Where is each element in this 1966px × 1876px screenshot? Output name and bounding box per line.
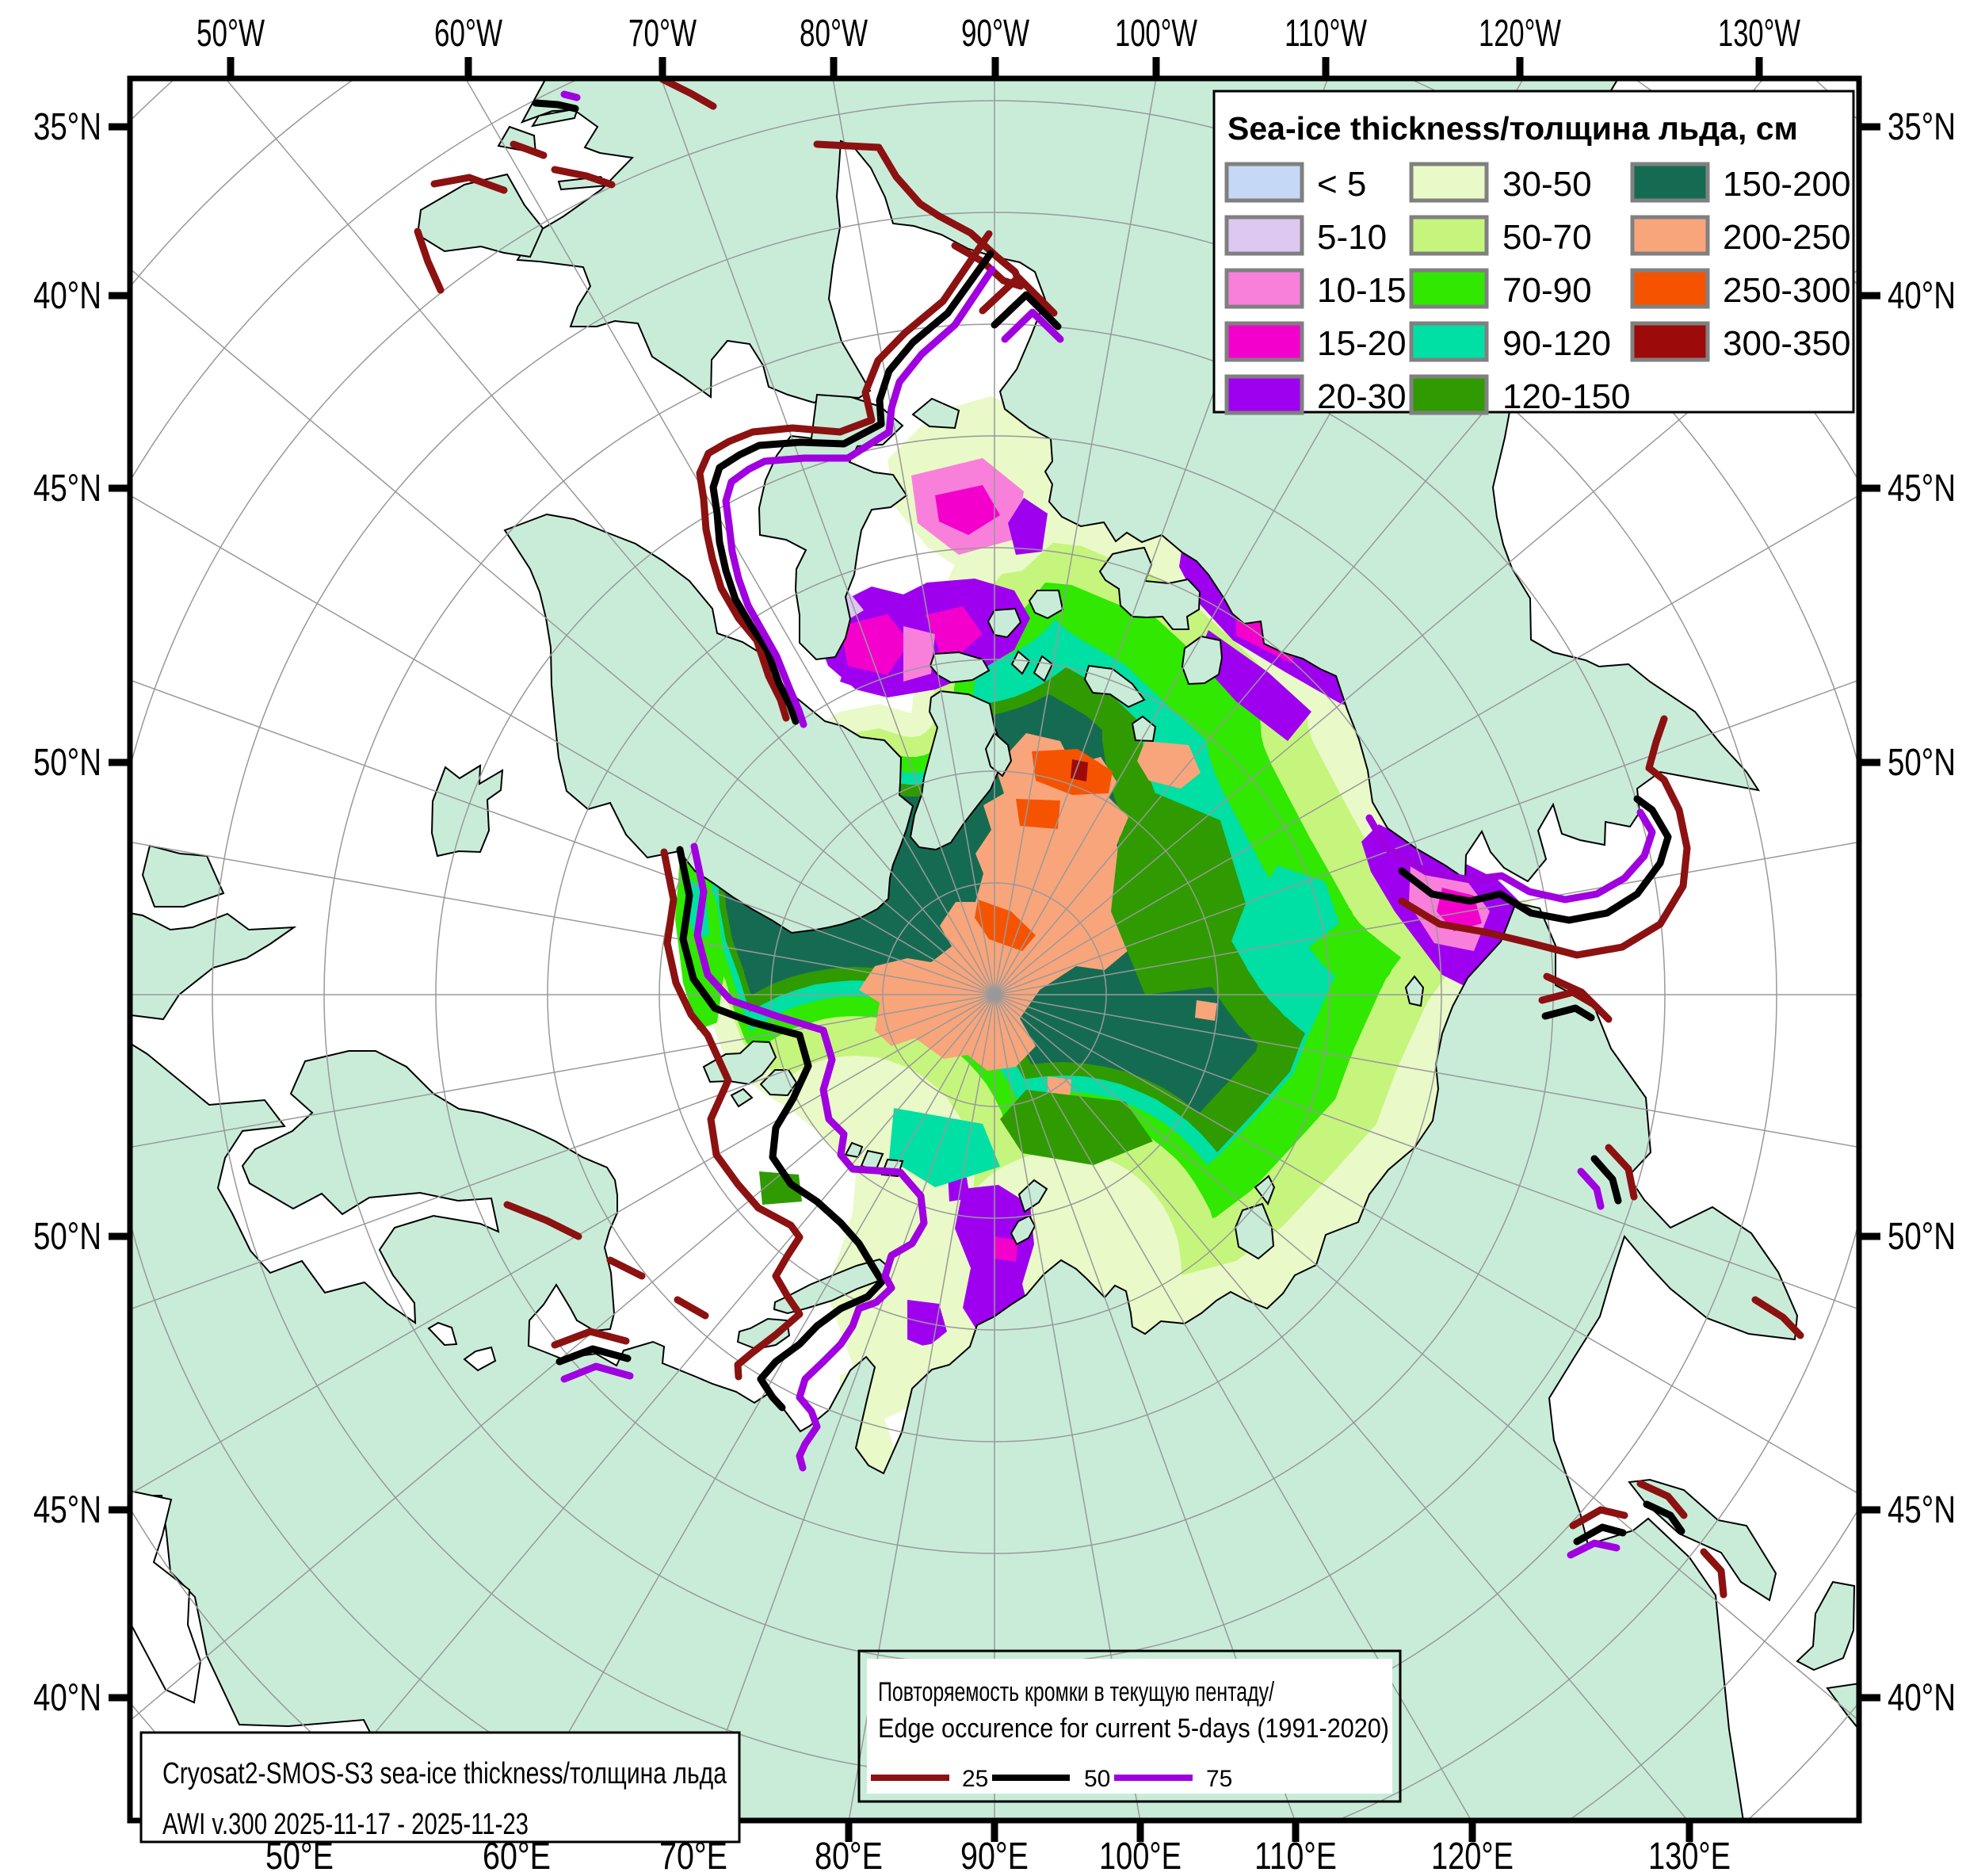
svg-text:110°W: 110°W [1285,13,1368,55]
svg-text:40°N: 40°N [33,1677,101,1719]
svg-text:120°E: 120°E [1431,1836,1514,1872]
svg-text:75: 75 [1206,1766,1232,1792]
svg-text:45°N: 45°N [1888,468,1956,510]
svg-text:10-15: 10-15 [1317,271,1407,310]
svg-text:25: 25 [962,1766,988,1792]
svg-text:50: 50 [1084,1766,1110,1792]
svg-text:250-300: 250-300 [1723,271,1850,310]
svg-text:50-70: 50-70 [1502,218,1592,257]
svg-text:60°W: 60°W [434,13,503,55]
svg-text:5-10: 5-10 [1317,218,1387,257]
svg-text:50°N: 50°N [33,742,101,784]
svg-text:70°W: 70°W [628,13,697,55]
svg-text:40°N: 40°N [1888,1677,1956,1719]
svg-text:Sea-ice thickness/толщина льда: Sea-ice thickness/толщина льда, см [1227,110,1798,147]
svg-text:45°N: 45°N [1888,1489,1956,1531]
svg-text:100°W: 100°W [1115,13,1197,55]
svg-text:90°E: 90°E [960,1836,1029,1872]
svg-text:Повторяемость кромки в текущую: Повторяемость кромки в текущую пентаду/ [878,1677,1274,1707]
svg-text:40°N: 40°N [1888,275,1956,317]
svg-text:35°N: 35°N [33,106,101,148]
svg-text:15-20: 15-20 [1317,324,1407,363]
svg-text:80°E: 80°E [815,1836,883,1872]
svg-text:100°E: 100°E [1099,1836,1182,1872]
svg-text:50°N: 50°N [1888,742,1956,784]
svg-text:45°N: 45°N [33,468,101,510]
svg-text:200-250: 200-250 [1723,218,1850,257]
svg-text:90°W: 90°W [961,13,1030,55]
svg-text:40°N: 40°N [33,275,101,317]
svg-text:110°E: 110°E [1254,1836,1337,1872]
svg-text:150-200: 150-200 [1723,165,1850,204]
svg-text:45°N: 45°N [33,1489,101,1531]
svg-text:50°W: 50°W [197,13,265,55]
svg-text:< 5: < 5 [1317,165,1366,204]
svg-text:130°E: 130°E [1648,1836,1731,1872]
svg-text:AWI v.300 2025-11-17 - 2025-11: AWI v.300 2025-11-17 - 2025-11-23 [162,1808,529,1841]
svg-text:20-30: 20-30 [1317,377,1407,416]
svg-text:Cryosat2-SMOS-S3 sea-ice thick: Cryosat2-SMOS-S3 sea-ice thickness/толщи… [162,1757,727,1790]
svg-text:Edge occurence for current 5-d: Edge occurence for current 5-days (1991-… [878,1714,1389,1744]
svg-text:130°W: 130°W [1718,13,1800,55]
svg-text:50°N: 50°N [33,1216,101,1258]
svg-text:30-50: 30-50 [1502,165,1592,204]
svg-text:120-150: 120-150 [1502,377,1630,416]
svg-text:70-90: 70-90 [1502,271,1592,310]
svg-text:35°N: 35°N [1888,106,1956,148]
svg-text:50°N: 50°N [1888,1216,1956,1258]
svg-text:90-120: 90-120 [1502,324,1611,363]
svg-text:300-350: 300-350 [1723,324,1850,363]
svg-text:80°W: 80°W [800,13,868,55]
svg-text:120°W: 120°W [1479,13,1561,55]
